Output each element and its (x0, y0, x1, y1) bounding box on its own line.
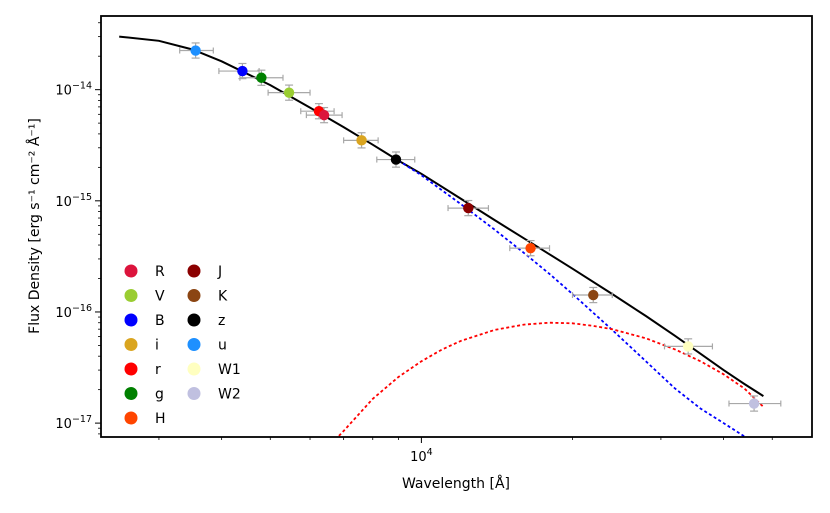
legend-marker-z (187, 313, 201, 327)
data-point-g (256, 72, 267, 83)
legend-marker-g (124, 387, 138, 400)
series-line (397, 159, 748, 437)
legend-marker-J (187, 264, 201, 278)
legend-label-i: i (155, 338, 159, 354)
legend-marker-i (124, 338, 138, 351)
y-tick-label: 10−15 (55, 192, 92, 210)
legend-marker-W2 (187, 387, 201, 400)
legend-marker-V (124, 289, 138, 302)
legend-marker-R (124, 264, 138, 278)
y-axis-label: Flux Density [erg s⁻¹ cm⁻² Å⁻¹] (26, 118, 43, 334)
model-curves (119, 35, 765, 437)
legend-label-z: z (218, 313, 225, 329)
x-axis-label: Wavelength [Å] (402, 475, 510, 492)
legend-label-R: R (155, 264, 165, 280)
legend-label-B: B (155, 313, 165, 329)
y-tick-label: 10−16 (55, 303, 92, 321)
legend-marker-K (187, 289, 201, 302)
data-point-W2 (748, 398, 760, 409)
plot-frame (100, 15, 813, 438)
data-point-R (318, 109, 330, 121)
legend-marker-B (124, 313, 138, 327)
legend-label-J: J (217, 264, 222, 280)
data-point-W1 (682, 341, 694, 352)
legend-marker-u (187, 338, 201, 351)
data-point-z (390, 154, 402, 165)
legend-label-K: K (218, 289, 228, 305)
tick-labels: 104 10−17 10−16 10−15 10−14 (55, 81, 432, 465)
data-point-B (237, 65, 248, 77)
data-point-u (190, 45, 201, 56)
x-tick-label: 104 (410, 447, 433, 465)
series-line (336, 321, 765, 437)
legend-marker-H (124, 411, 138, 425)
legend-marker-r (124, 362, 138, 376)
data-point-i (356, 135, 367, 146)
legend-label-u: u (218, 338, 227, 354)
legend-label-W2: W2 (218, 387, 241, 403)
legend-label-V: V (155, 289, 165, 305)
legend-label-H: H (155, 411, 166, 427)
data-point-K (588, 289, 599, 301)
legend-marker-W1 (187, 362, 201, 376)
data-point-V (283, 87, 295, 98)
photometry-points (190, 45, 760, 409)
legend-label-g: g (155, 387, 164, 403)
data-point-H (525, 242, 536, 254)
series-line (119, 35, 764, 397)
legend-label-W1: W1 (218, 362, 241, 378)
y-tick-label: 10−17 (55, 414, 92, 432)
legend-label-r: r (155, 362, 161, 378)
y-tick-label: 10−14 (55, 81, 92, 99)
data-point-J (463, 202, 474, 214)
axis-ticks (95, 22, 773, 443)
